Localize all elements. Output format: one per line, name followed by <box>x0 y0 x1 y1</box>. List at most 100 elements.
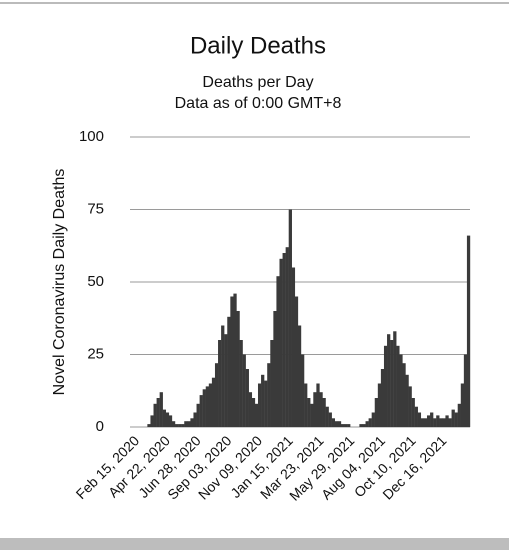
bar <box>254 403 259 427</box>
bar <box>202 389 206 427</box>
bar <box>347 424 351 427</box>
bar <box>362 424 366 427</box>
bar <box>322 398 326 427</box>
bar <box>251 398 256 427</box>
y-tick-label: 75 <box>87 200 104 217</box>
bar <box>377 383 382 427</box>
bar <box>214 363 219 427</box>
bar <box>187 421 191 427</box>
bar <box>340 424 345 427</box>
bar <box>181 424 185 427</box>
chart-subtitle: Deaths per Day <box>202 74 313 91</box>
bar <box>396 345 400 427</box>
bar <box>411 398 415 427</box>
bar <box>334 421 339 427</box>
bar <box>448 418 452 427</box>
bar <box>445 415 449 427</box>
bar <box>390 340 394 427</box>
bar <box>451 409 455 427</box>
bar <box>420 418 425 427</box>
bar <box>387 334 391 427</box>
bar <box>371 412 375 427</box>
bar <box>337 421 342 427</box>
bar <box>171 421 176 427</box>
bar <box>165 412 170 427</box>
bar <box>264 380 268 427</box>
bar <box>159 392 163 427</box>
bar <box>153 403 157 427</box>
bar <box>304 383 308 427</box>
bar <box>208 383 213 427</box>
bar <box>150 415 154 427</box>
bar <box>463 354 468 427</box>
bar <box>466 235 471 427</box>
bar <box>162 409 166 427</box>
bar <box>270 340 274 427</box>
bar <box>310 403 314 427</box>
bar <box>359 424 363 427</box>
bar <box>316 383 320 427</box>
y-tick-label: 25 <box>87 345 104 362</box>
bar <box>414 406 418 427</box>
bar <box>242 354 246 427</box>
bar <box>196 403 200 427</box>
bar <box>433 418 437 427</box>
bar <box>227 316 231 427</box>
bar <box>285 247 289 427</box>
bar <box>402 363 406 427</box>
bar <box>267 363 271 427</box>
bar <box>248 392 253 427</box>
bar <box>156 398 160 427</box>
bar <box>282 253 286 427</box>
bar <box>374 398 379 427</box>
bar <box>426 415 431 427</box>
bar <box>178 424 182 427</box>
bar <box>331 418 335 427</box>
bar <box>405 374 409 427</box>
bar <box>205 386 210 427</box>
bar <box>224 334 228 427</box>
chart-note: Data as of 0:00 GMT+8 <box>175 95 342 112</box>
y-tick-label: 100 <box>79 128 104 145</box>
bar <box>276 276 280 427</box>
bar <box>297 325 302 427</box>
bar <box>365 421 369 427</box>
bar <box>442 418 446 427</box>
bar <box>368 418 372 427</box>
y-axis-label: Novel Coronavirus Daily Deaths <box>51 169 68 396</box>
bar <box>457 403 461 427</box>
bar <box>190 418 194 427</box>
bar <box>430 412 434 427</box>
bar <box>454 412 458 427</box>
bar <box>236 311 240 427</box>
bar <box>383 345 388 427</box>
bar <box>233 293 237 427</box>
y-tick-label: 50 <box>87 273 104 290</box>
bar <box>147 424 151 427</box>
bar <box>399 354 403 427</box>
y-tick-label: 0 <box>96 418 104 435</box>
bar <box>288 209 292 427</box>
bar <box>393 331 397 427</box>
bar <box>460 383 465 427</box>
chart-title: Daily Deaths <box>190 32 326 59</box>
bar <box>245 369 249 427</box>
bottom-bar <box>0 538 509 550</box>
bar <box>218 340 222 427</box>
bar <box>301 354 305 427</box>
bar <box>313 392 317 427</box>
bar <box>307 398 311 427</box>
bar <box>291 267 296 427</box>
bar <box>439 418 443 427</box>
bar <box>325 406 329 427</box>
bar <box>175 424 179 427</box>
bar <box>423 418 428 427</box>
bar <box>211 377 216 427</box>
bar <box>230 296 234 427</box>
bar <box>408 386 412 427</box>
bar <box>319 392 323 427</box>
bar <box>199 395 203 427</box>
bar <box>273 311 277 427</box>
bar <box>380 369 385 427</box>
